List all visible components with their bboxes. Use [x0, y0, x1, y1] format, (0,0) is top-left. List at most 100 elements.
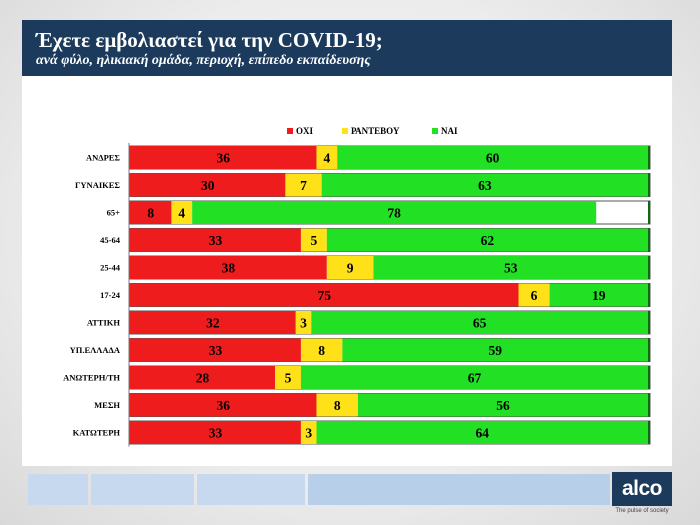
legend-label: ΝΑΙ	[441, 126, 458, 136]
data-label: 38	[222, 261, 236, 276]
bar-segment	[192, 201, 597, 224]
bar-segment	[130, 393, 317, 417]
data-label: 75	[318, 288, 332, 303]
data-label: 4	[178, 206, 185, 221]
data-label: 3	[300, 316, 307, 331]
data-label: 7	[300, 178, 307, 193]
footer-bar-segment	[308, 474, 610, 505]
category-label: 45-64	[100, 235, 121, 245]
data-label: 3	[305, 426, 312, 441]
page-subtitle: ανά φύλο, ηλικιακή ομάδα, περιοχή, επίπε…	[36, 53, 371, 68]
bar-segment	[130, 228, 301, 252]
header-banner: Έχετε εμβολιαστεί για την COVID-19; ανά …	[22, 20, 672, 76]
bar-end-cap	[648, 311, 650, 334]
data-label: 53	[504, 261, 518, 276]
category-label: ΑΝΔΡΕΣ	[86, 153, 120, 163]
data-label: 5	[285, 371, 292, 386]
bar-segment	[518, 283, 550, 307]
bar-segment	[316, 146, 338, 169]
data-label: 4	[323, 151, 330, 166]
bar-segment	[357, 393, 648, 417]
bar-end-cap	[648, 283, 650, 307]
bar-end-cap	[648, 173, 650, 197]
bar-end-cap	[648, 393, 650, 417]
bar-segment	[130, 146, 317, 169]
bar-segment	[373, 256, 648, 279]
bar-end-cap	[648, 228, 650, 252]
data-label: 59	[488, 343, 502, 358]
data-label: 60	[486, 151, 500, 166]
bar-segment	[337, 146, 648, 169]
bar-end-cap	[648, 366, 650, 389]
data-label: 8	[334, 398, 341, 413]
bar-segment	[326, 228, 648, 252]
data-label: 8	[318, 343, 325, 358]
category-label: 65+	[107, 208, 121, 218]
logo-tagline: The pulse of society	[615, 508, 669, 514]
data-label: 5	[311, 233, 318, 248]
bar-segment	[130, 421, 301, 444]
footer-bar-segment	[197, 474, 305, 505]
footer-bar-segment	[28, 474, 88, 505]
bar-segment	[316, 393, 358, 417]
alco-logo: alco	[612, 472, 672, 506]
bar-end-cap	[648, 256, 650, 279]
bar-end-cap	[648, 421, 650, 444]
bar-segment	[316, 421, 648, 444]
legend-label: ΡΑΝΤΕΒΟΥ	[351, 126, 400, 136]
data-label: 78	[387, 206, 401, 221]
legend-label: ΟΧΙ	[296, 126, 314, 136]
bar-segment	[300, 421, 317, 444]
data-label: 9	[347, 261, 354, 276]
category-label: ΚΑΤΩΤΕΡΗ	[73, 428, 121, 438]
footer-bar-segment	[91, 474, 194, 505]
bar-segment	[130, 366, 276, 389]
bar-segment	[549, 283, 648, 307]
data-label: 30	[201, 178, 215, 193]
bar-segment	[130, 256, 327, 279]
data-label: 63	[478, 178, 492, 193]
data-label: 33	[209, 343, 223, 358]
bar-end-cap	[648, 146, 650, 169]
bar-end-cap	[648, 338, 650, 362]
category-label: ΓΥΝΑΙΚΕΣ	[75, 180, 120, 190]
data-label: 67	[468, 371, 482, 386]
category-label: ΜΕΣΗ	[94, 400, 120, 410]
chart-panel: ΟΧΙ ΡΑΝΤΕΒΟΥ ΝΑΙ ΑΝΔΡΕΣ 36 4 60 ΓΥΝΑΙΚΕΣ 30 7 63 65…	[22, 76, 672, 466]
bar-segment	[130, 283, 519, 307]
data-label: 65	[473, 316, 487, 331]
data-label: 36	[216, 398, 230, 413]
data-label: 36	[216, 151, 230, 166]
legend-swatch	[287, 128, 293, 134]
page-title: Έχετε εμβολιαστεί για την COVID-19;	[36, 28, 383, 52]
data-label: 6	[531, 288, 538, 303]
bar-segment	[311, 311, 648, 334]
bar-segment	[326, 256, 374, 279]
bar-segment	[130, 311, 296, 334]
data-label: 62	[481, 233, 495, 248]
category-label: ΑΤΤΙΚΗ	[87, 318, 121, 328]
bar-segment	[285, 173, 322, 197]
category-label: ΥΠ.ΕΛΛΑΔΑ	[70, 345, 121, 355]
bar-segment	[300, 228, 327, 252]
bar-segment	[275, 366, 301, 389]
data-label: 33	[209, 233, 223, 248]
bar-segment	[300, 366, 648, 389]
category-label: 25-44	[100, 263, 121, 273]
bar-end-cap	[648, 201, 650, 224]
bar-segment	[130, 201, 172, 224]
bar-segment	[130, 338, 301, 362]
data-label: 56	[496, 398, 510, 413]
bar-segment	[300, 338, 343, 362]
category-label: ΑΝΩΤΕΡΗ/ΤΗ	[63, 373, 120, 383]
data-label: 28	[196, 371, 210, 386]
category-label: 17-24	[100, 290, 121, 300]
bar-segment	[321, 173, 648, 197]
bar-segment	[130, 173, 286, 197]
data-label: 8	[147, 206, 154, 221]
data-label: 33	[209, 426, 223, 441]
data-label: 19	[592, 288, 606, 303]
bar-segment	[342, 338, 648, 362]
legend-swatch	[342, 128, 348, 134]
